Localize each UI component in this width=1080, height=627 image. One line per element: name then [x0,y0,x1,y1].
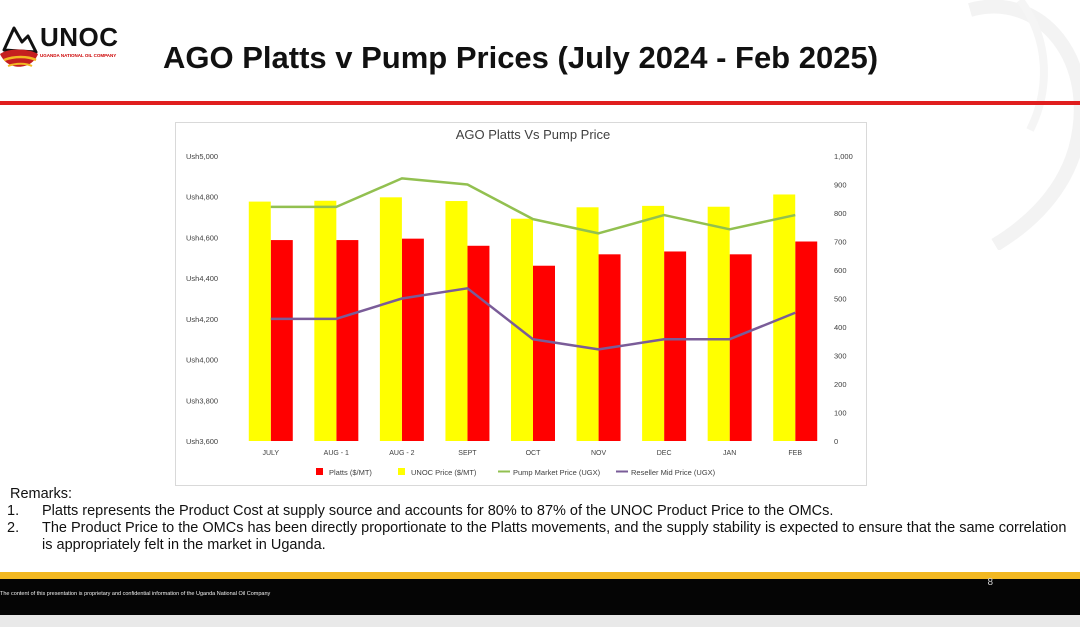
x-axis-tick-label: DEC [657,450,672,457]
right-axis-tick-label: 500 [834,295,847,304]
remark-item: 1. Platts represents the Product Cost at… [0,503,1070,520]
flame-drop-icon [0,26,38,67]
x-axis-tick-label: AUG - 1 [324,450,349,457]
remarks-section: Remarks: 1. Platts represents the Produc… [0,486,1070,554]
legend-label: Platts ($/MT) [329,468,372,477]
page-number: 8 [987,577,993,588]
bar-platts [401,238,424,441]
bar-platts [270,240,293,441]
footer-accent-bar [0,572,1080,579]
bar-unoc-price [445,201,468,441]
right-axis-tick-label: 200 [834,380,847,389]
chart-title: AGO Platts Vs Pump Price [456,127,611,142]
right-axis-tick-label: 300 [834,352,847,361]
left-axis-tick-label: Ush4,200 [186,315,218,324]
chart-container: AGO Platts Vs Pump Price Ush5,000 Ush4,800… [175,122,867,486]
x-axis-tick-label: SEPT [458,450,477,457]
left-axis-tick-label: Ush4,400 [186,274,218,283]
bar-platts [336,240,359,441]
x-axis-tick-label: FEB [788,450,802,457]
legend-label: Reseller Mid Price (UGX) [631,468,716,477]
legend-label: Pump Market Price (UGX) [513,468,601,477]
right-axis-tick-label: 700 [834,238,847,247]
bar-platts [795,241,818,441]
bottom-strip [0,615,1080,627]
remark-number: 2. [7,520,20,536]
x-axis-tick-label: NOV [591,450,607,457]
bar-platts [467,245,490,441]
footer-bar: The content of this presentation is prop… [0,579,1080,615]
x-axis-tick-label: OCT [526,450,542,457]
x-axis-tick-label: JAN [723,450,736,457]
legend-swatch [398,468,405,475]
bar-unoc-price [379,197,402,441]
reseller-mid-price-line [270,287,796,351]
x-axis-tick-label: AUG - 2 [389,450,414,457]
pump-market-price-line [270,177,796,235]
remarks-heading: Remarks: [10,486,73,502]
right-axis-tick-label: 600 [834,266,847,275]
unoc-logo: UNOC UGANDA NATIONAL OIL COMPANY [0,18,130,80]
legend-swatch [316,468,323,475]
bar-unoc-price [248,201,271,441]
x-axis-tick-label: JULY [262,450,279,457]
bar-unoc-price [576,207,599,441]
footer-disclaimer: The content of this presentation is prop… [0,591,271,597]
slide-title: AGO Platts v Pump Prices (July 2024 - Fe… [163,40,879,75]
background-swoosh-graphic [968,0,1080,250]
left-axis-tick-label: Ush3,600 [186,437,218,446]
bar-unoc-price [707,206,730,441]
title-divider [0,101,1080,105]
left-axis-tick-label: Ush4,000 [186,356,218,365]
left-axis-tick-label: Ush4,800 [186,193,218,202]
legend-label: UNOC Price ($/MT) [411,468,477,477]
bar-unoc-price [642,205,665,441]
bar-platts [664,251,687,441]
right-axis-tick-label: 800 [834,209,847,218]
bar-platts [533,265,555,441]
logo-wordmark: UNOC [40,22,119,52]
chart-svg: AGO Platts Vs Pump Price Ush5,000 Ush4,800… [186,127,853,477]
right-axis-tick-label: 400 [834,323,847,332]
remark-number: 1. [7,503,20,519]
left-axis-tick-label: Ush4,600 [186,233,218,242]
right-axis-tick-label: 900 [834,181,847,190]
bar-platts [729,254,752,441]
remark-text: The Product Price to the OMCs has been d… [42,520,1067,553]
right-axis-tick-label: 1,000 [834,152,853,161]
right-axis-tick-label: 0 [834,437,838,446]
left-axis-tick-label: Ush5,000 [186,152,218,161]
right-axis-tick-label: 100 [834,409,847,418]
logo-subtext: UGANDA NATIONAL OIL COMPANY [40,53,117,58]
bar-unoc-price [314,200,337,441]
remark-item: 2. The Product Price to the OMCs has bee… [0,520,1070,554]
left-axis-tick-label: Ush3,800 [186,396,218,405]
remark-text: Platts represents the Product Cost at su… [42,503,834,519]
